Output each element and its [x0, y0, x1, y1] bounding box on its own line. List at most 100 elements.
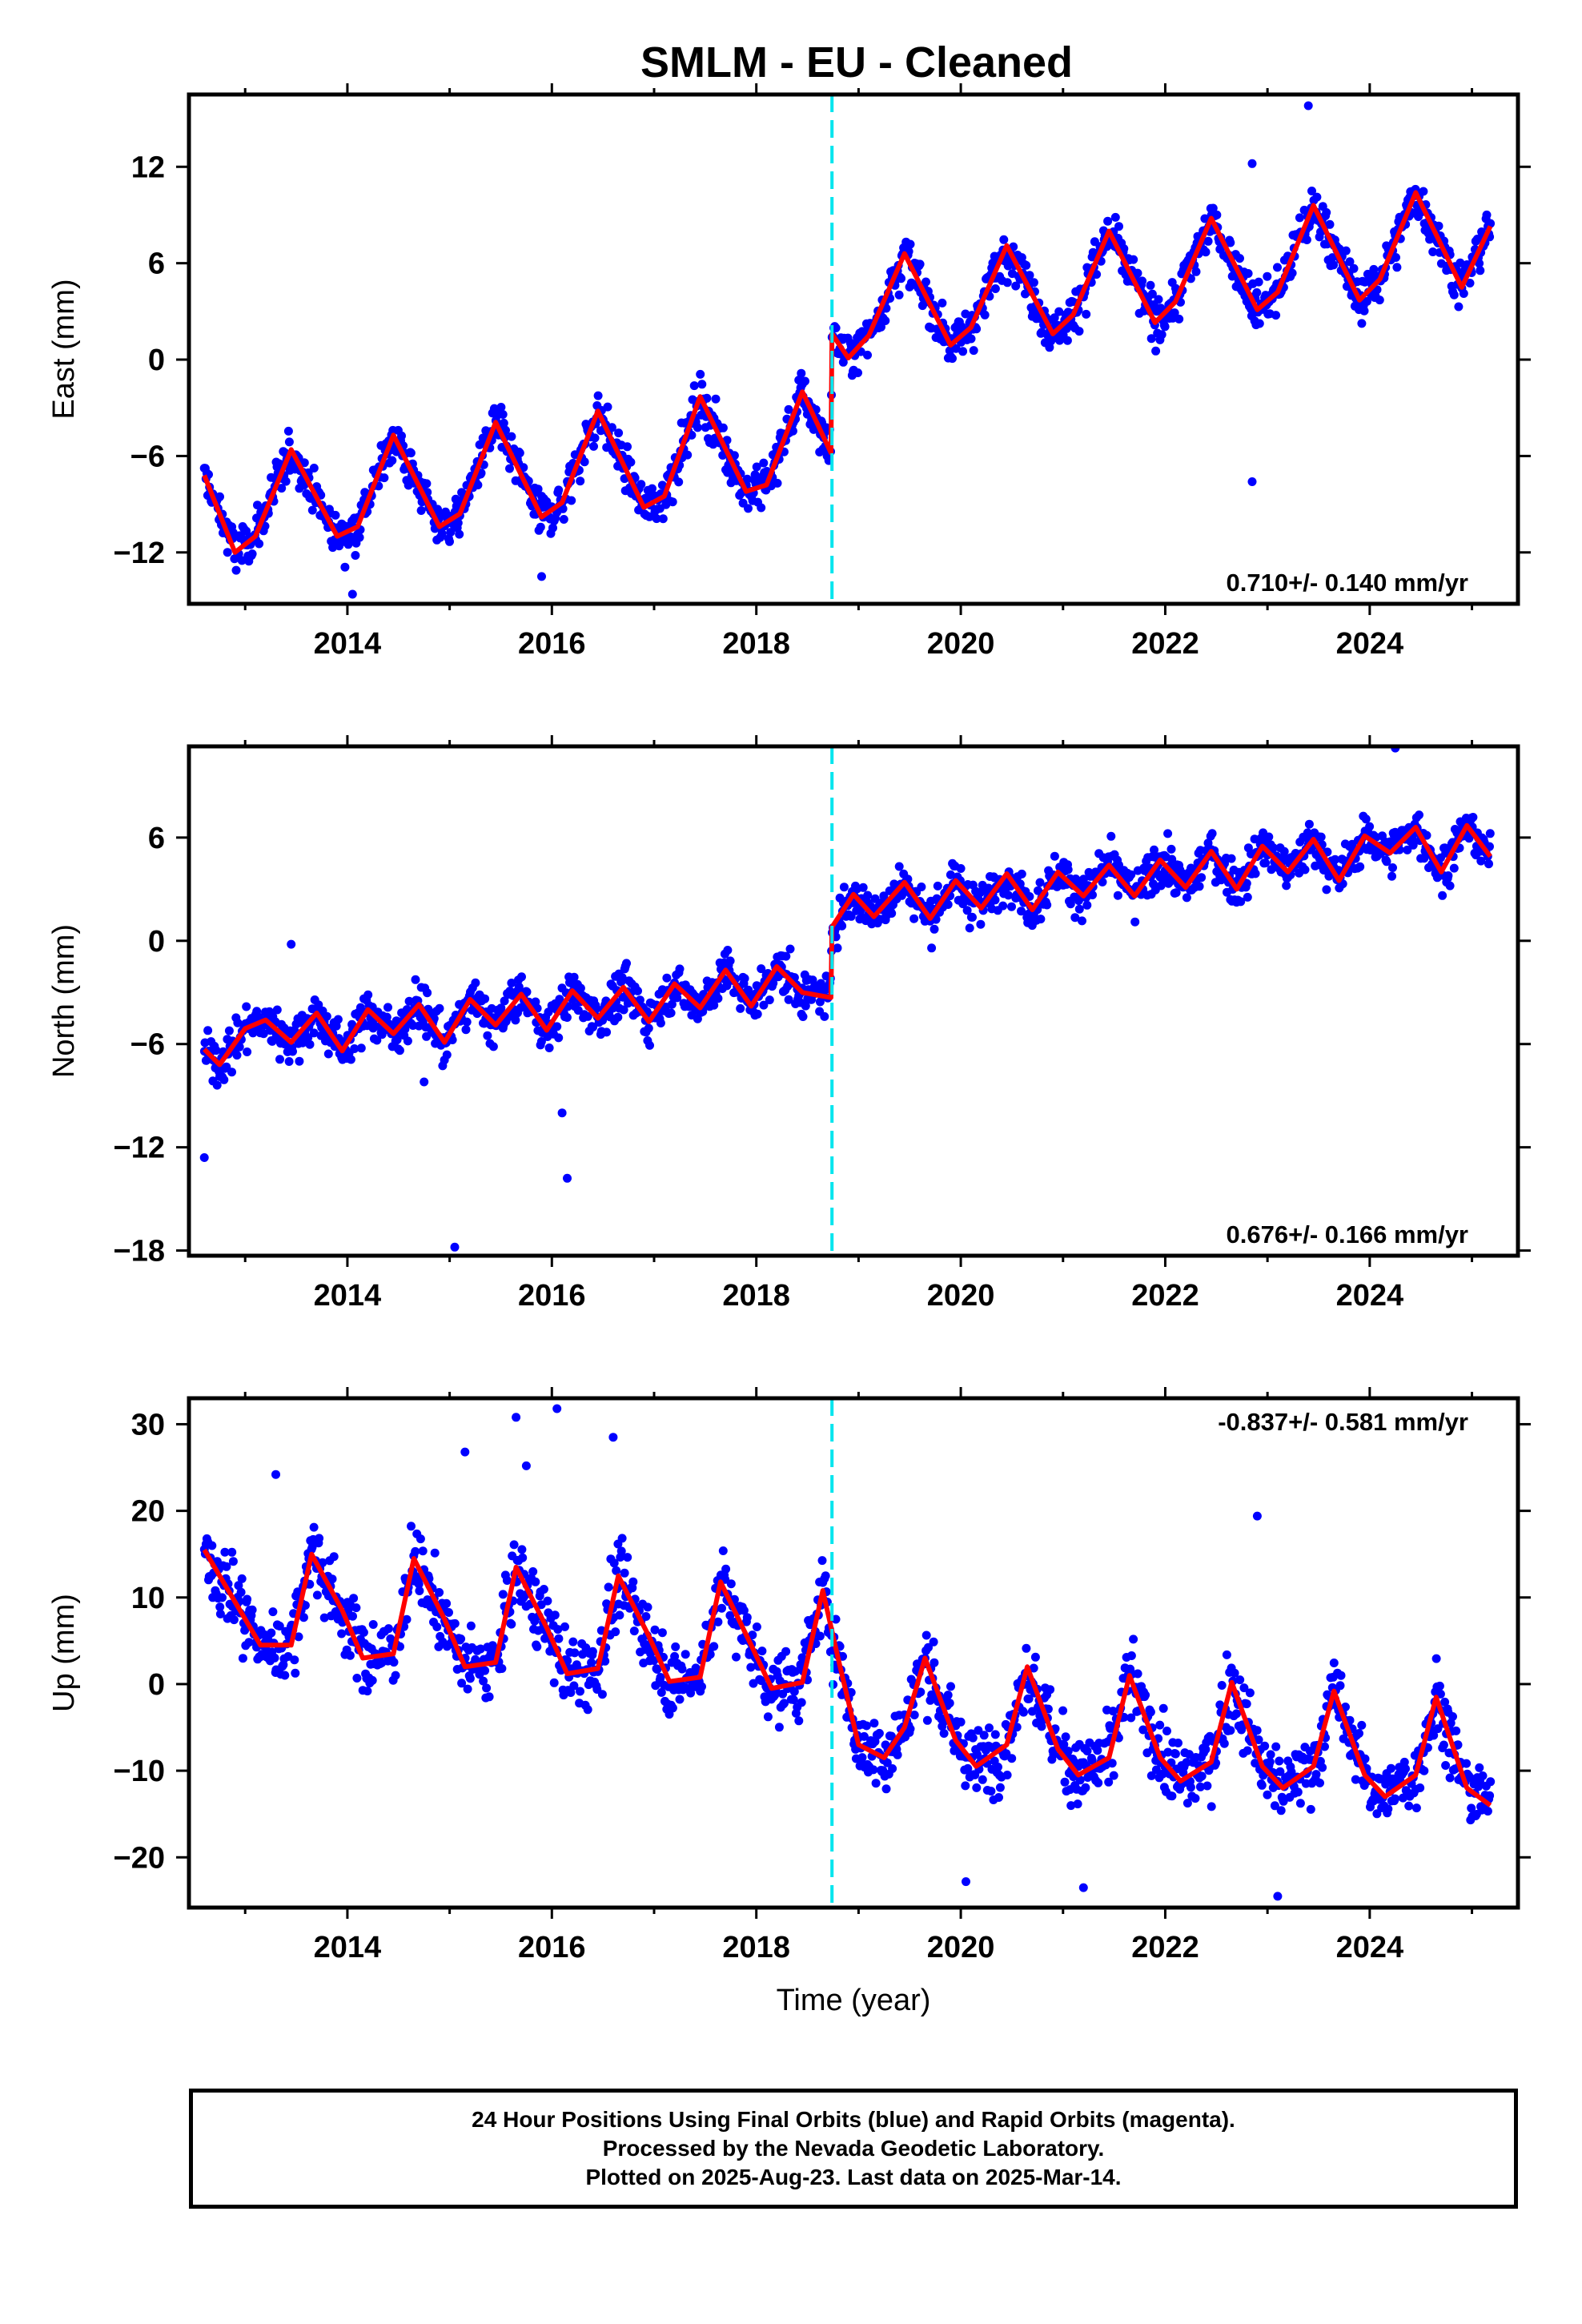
up-point [732, 1652, 741, 1662]
up-point [817, 1556, 827, 1566]
up-point [922, 1715, 932, 1725]
up-point [402, 1614, 412, 1624]
up-point [215, 1609, 225, 1618]
up-point [583, 1705, 592, 1715]
north-point [887, 909, 897, 918]
east-model-fit-line [202, 190, 1493, 555]
north-point [1331, 854, 1340, 864]
up-point [1341, 1703, 1350, 1711]
north-x-tick-label: 2018 [722, 1279, 790, 1313]
north-point [461, 1025, 471, 1035]
up-point [543, 1596, 552, 1606]
north-point [1365, 822, 1375, 831]
east-point [1329, 260, 1339, 270]
east-point [331, 510, 340, 520]
up-point [1024, 1694, 1034, 1703]
up-point [300, 1601, 310, 1610]
east-point [801, 376, 809, 386]
north-point [1279, 846, 1289, 856]
north-point [1197, 873, 1207, 883]
up-point [763, 1712, 773, 1722]
north-point [722, 981, 732, 991]
north-point [1322, 885, 1331, 895]
up-point [1037, 1722, 1046, 1731]
up-point [352, 1674, 362, 1683]
north-point [736, 1003, 745, 1013]
north-point [894, 862, 904, 871]
north-point [753, 1009, 762, 1019]
north-point [1304, 819, 1314, 829]
up-point [1441, 1761, 1451, 1770]
north-point [1063, 865, 1073, 875]
up-point [243, 1594, 252, 1604]
east-point [693, 423, 702, 432]
east-point [231, 565, 241, 575]
up-point [1429, 1731, 1439, 1740]
up-point [1387, 1763, 1395, 1773]
up-point [713, 1617, 723, 1626]
up-point [1141, 1691, 1150, 1700]
north-point [1074, 904, 1084, 914]
east-y-tick-label: −12 [114, 537, 165, 570]
east-y-axis-label: East (mm) [47, 279, 81, 419]
up-point [450, 1618, 460, 1628]
east-point [1201, 247, 1211, 257]
up-x-tick-label: 2024 [1336, 1931, 1404, 1964]
up-point [1129, 1634, 1138, 1644]
north-point [1251, 869, 1260, 879]
east-point [1054, 307, 1064, 316]
north-point [943, 900, 953, 909]
east-point [1349, 263, 1359, 273]
up-point [1182, 1758, 1191, 1767]
up-point [1049, 1750, 1058, 1759]
east-outlier-point [1247, 477, 1257, 486]
east-point [1110, 212, 1120, 222]
up-point [717, 1603, 726, 1613]
east-point [453, 518, 463, 528]
north-point [382, 1012, 391, 1022]
east-point [658, 514, 668, 524]
up-point [1475, 1763, 1484, 1772]
east-point [1092, 270, 1102, 279]
east-point [1212, 210, 1222, 219]
east-x-tick-label: 2022 [1131, 627, 1199, 661]
up-point [220, 1547, 230, 1557]
up-point [1453, 1740, 1463, 1750]
up-outlier-point [521, 1461, 531, 1470]
north-point [1282, 881, 1291, 891]
up-point [668, 1703, 677, 1713]
north-point [858, 883, 868, 892]
up-point [963, 1763, 973, 1773]
north-point [946, 870, 955, 879]
up-point [746, 1663, 756, 1672]
up-point [789, 1695, 798, 1704]
east-point [554, 485, 564, 495]
east-point [1428, 247, 1438, 256]
up-point [430, 1548, 440, 1558]
north-x-tick-label: 2016 [518, 1279, 586, 1313]
north-point [889, 879, 899, 889]
north-point [235, 1042, 244, 1051]
east-outlier-point [1303, 101, 1313, 111]
up-point [930, 1658, 939, 1667]
north-point [284, 1057, 294, 1066]
north-point [1484, 859, 1493, 869]
up-point [1109, 1771, 1118, 1780]
north-y-tick-label: −18 [114, 1235, 165, 1269]
east-point [1341, 246, 1351, 255]
north-point [403, 1036, 412, 1046]
north-x-tick-label: 2014 [314, 1279, 382, 1313]
up-point [1431, 1654, 1441, 1663]
up-point [1251, 1759, 1260, 1768]
east-point [1160, 322, 1170, 332]
north-point [1385, 837, 1395, 846]
east-point [969, 346, 978, 356]
east-point [255, 539, 264, 549]
up-point [1081, 1783, 1090, 1792]
north-point [1082, 900, 1092, 910]
up-point [479, 1676, 488, 1686]
east-point [387, 456, 397, 465]
north-point [909, 914, 919, 923]
east-point [674, 477, 684, 487]
up-point [641, 1612, 651, 1621]
